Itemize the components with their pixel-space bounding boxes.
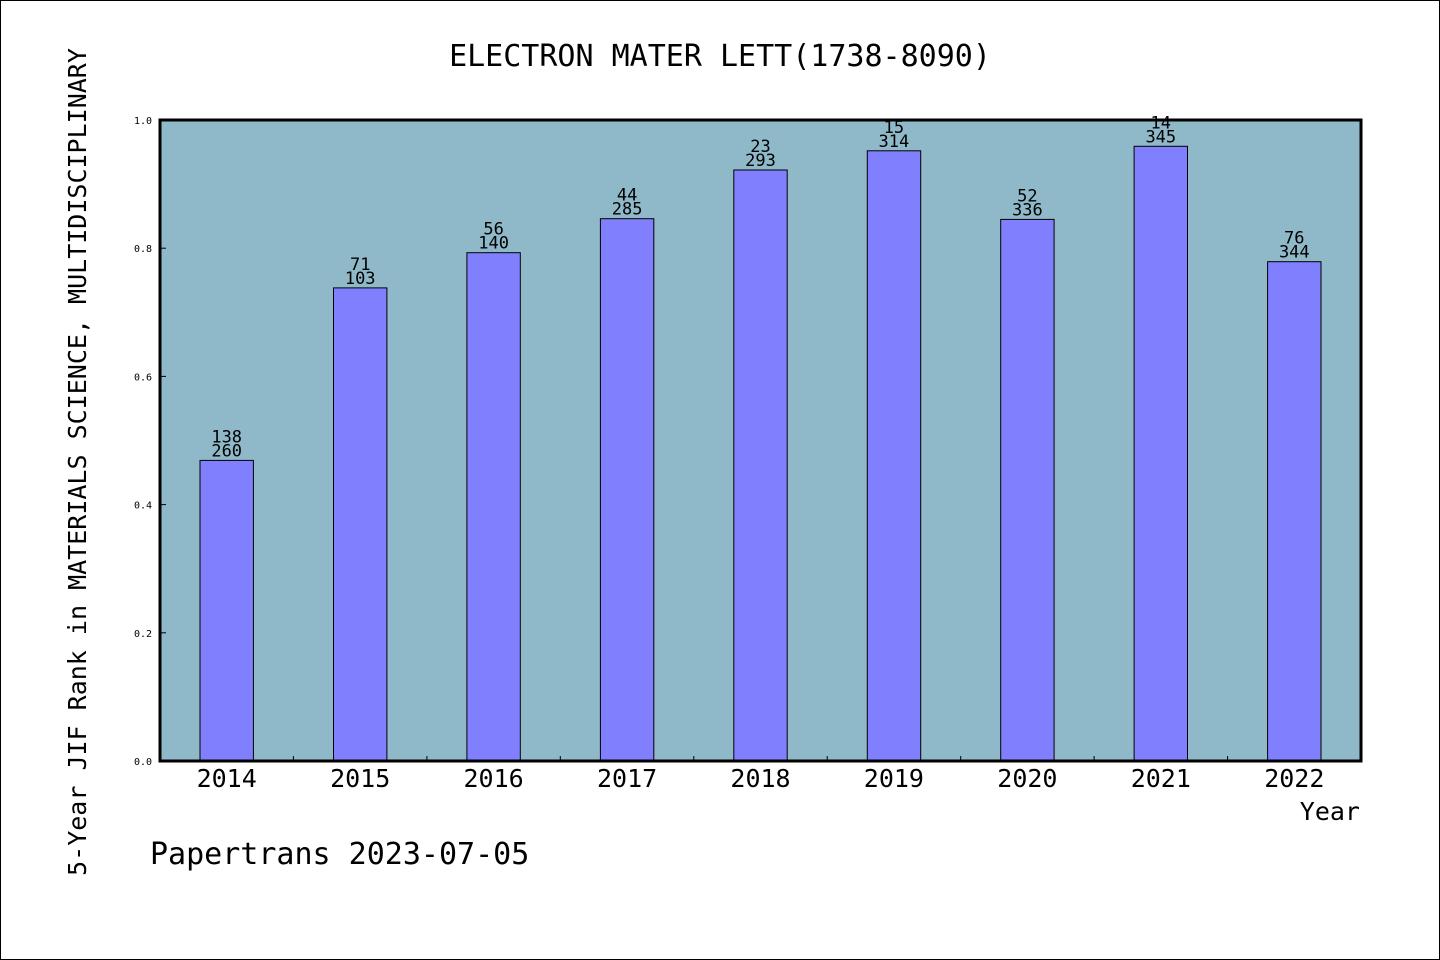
x-axis-label: Year <box>1300 797 1360 826</box>
total-label-2017: 285 <box>612 200 643 220</box>
total-label-2014: 260 <box>211 441 242 461</box>
footer-credit: Papertrans 2023-07-05 <box>150 837 529 872</box>
chart-title: ELECTRON MATER LETT(1738-8090) <box>449 39 991 74</box>
bars-group <box>199 145 1322 762</box>
total-label-2016: 140 <box>478 234 509 254</box>
x-tick-label-2019: 2019 <box>864 764 924 793</box>
y-tick-label-1.0: 1.0 <box>134 116 152 127</box>
total-label-2019: 314 <box>879 132 910 152</box>
y-tick-label-0.8: 0.8 <box>134 244 152 255</box>
x-axis: 2014 2015 2016 2017 2018 2019 2020 2021 2022 <box>197 756 1324 793</box>
bar-2018 <box>733 169 788 762</box>
total-label-2022: 344 <box>1279 243 1310 263</box>
data-labels-group: 1382607110356140442852329315314523361434… <box>211 113 1309 461</box>
bar-2016 <box>466 252 521 762</box>
y-tick-label-0.0: 0.0 <box>134 757 152 768</box>
x-tick-label-2018: 2018 <box>730 764 790 793</box>
rank-label-2022: 76 <box>1284 229 1304 249</box>
rank-label-2017: 44 <box>617 186 637 206</box>
y-tick-label-0.2: 0.2 <box>134 629 152 640</box>
bar-2014 <box>199 459 254 762</box>
total-label-2018: 293 <box>745 151 776 171</box>
bar-2021 <box>1133 145 1188 762</box>
rank-label-2016: 56 <box>483 220 503 240</box>
rank-label-2021: 14 <box>1151 113 1171 133</box>
bar-2017 <box>599 218 655 762</box>
total-label-2020: 336 <box>1012 200 1043 220</box>
rank-label-2020: 52 <box>1017 186 1037 206</box>
y-tick-label-0.6: 0.6 <box>134 372 152 383</box>
rank-label-2019: 15 <box>884 118 904 138</box>
x-tick-label-2022: 2022 <box>1264 764 1324 793</box>
x-tick-label-2020: 2020 <box>997 764 1057 793</box>
y-tick-label-0.4: 0.4 <box>134 501 152 512</box>
rank-label-2014: 138 <box>211 427 242 447</box>
total-label-2015: 103 <box>345 269 376 289</box>
rank-label-2015: 71 <box>350 255 370 275</box>
bar-2020 <box>1000 218 1055 762</box>
bar-2022 <box>1267 261 1322 762</box>
x-tick-label-2015: 2015 <box>330 764 390 793</box>
bar-2019 <box>866 150 922 762</box>
plot-border <box>158 118 1363 763</box>
x-tick-label-2014: 2014 <box>197 764 257 793</box>
bar-2015 <box>333 287 388 762</box>
y-axis-label: 5-Year JIF Rank in MATERIALS SCIENCE, MU… <box>63 48 92 876</box>
x-tick-label-2016: 2016 <box>463 764 523 793</box>
total-label-2021: 345 <box>1145 127 1176 147</box>
x-tick-label-2021: 2021 <box>1131 764 1191 793</box>
rank-label-2018: 23 <box>750 137 770 157</box>
x-tick-label-2017: 2017 <box>597 764 657 793</box>
